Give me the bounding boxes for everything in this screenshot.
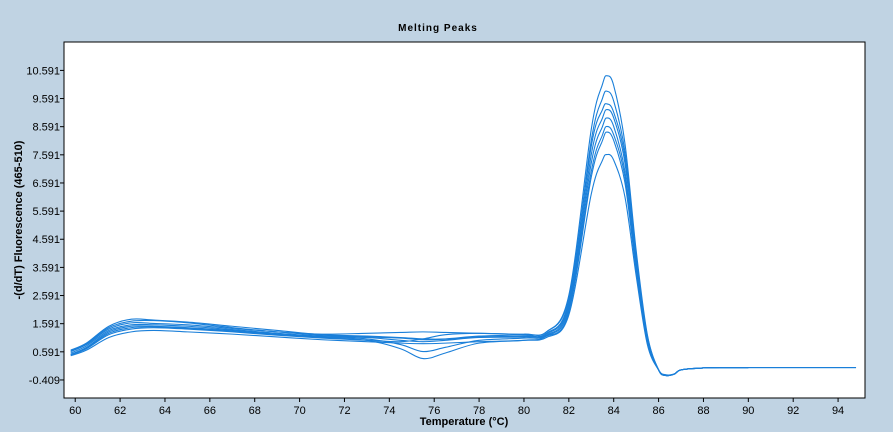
x-tick-label: 62 [114, 405, 126, 417]
y-tick-label: -0.409 [29, 375, 60, 387]
y-tick-label: 4.591 [32, 234, 60, 246]
y-tick-label: 8.591 [32, 122, 60, 134]
x-tick-label: 66 [204, 405, 216, 417]
y-tick-label: 3.591 [32, 262, 60, 274]
y-axis-label: -(d/dT) Fluorescence (465-510) [13, 140, 25, 299]
x-tick-label: 92 [787, 405, 799, 417]
y-tick-label: 9.591 [32, 94, 60, 106]
x-tick-label: 88 [697, 405, 709, 417]
x-tick-label: 86 [652, 405, 664, 417]
x-tick-label: 76 [428, 405, 440, 417]
x-tick-label: 64 [159, 405, 171, 417]
x-tick-label: 70 [293, 405, 305, 417]
series-line-8 [70, 103, 749, 377]
y-tick-label: 6.591 [32, 178, 60, 190]
series-group [70, 75, 857, 377]
x-tick-label: 80 [518, 405, 530, 417]
x-axis-label: Temperature (°C) [420, 416, 509, 428]
x-axis: 60 62 64 66 68 70 72 74 76 78 80 82 84 86 88 90 92 94 [69, 398, 844, 417]
y-tick-label: 2.591 [32, 291, 60, 303]
series-line-7 [70, 153, 749, 376]
y-tick-label: 7.591 [32, 150, 60, 162]
x-tick-label: 74 [383, 405, 395, 417]
x-tick-label: 90 [742, 405, 754, 417]
y-axis: -0.409 0.591 1.591 2.591 3.591 4.591 5.591 6.59… [26, 65, 64, 387]
y-tick-label: 10.591 [26, 65, 60, 77]
y-tick-label: 1.591 [32, 319, 60, 331]
x-tick-label: 72 [338, 405, 350, 417]
x-tick-label: 68 [249, 405, 261, 417]
x-tick-label: 82 [563, 405, 575, 417]
y-tick-label: 5.591 [32, 206, 60, 218]
chart-title: Melting Peaks [398, 23, 478, 34]
x-tick-label: 78 [473, 405, 485, 417]
y-tick-label: 0.591 [32, 347, 60, 359]
x-tick-label: 60 [69, 405, 81, 417]
x-tick-label: 94 [832, 405, 844, 417]
x-tick-label: 84 [608, 405, 620, 417]
plot-area [63, 41, 866, 399]
